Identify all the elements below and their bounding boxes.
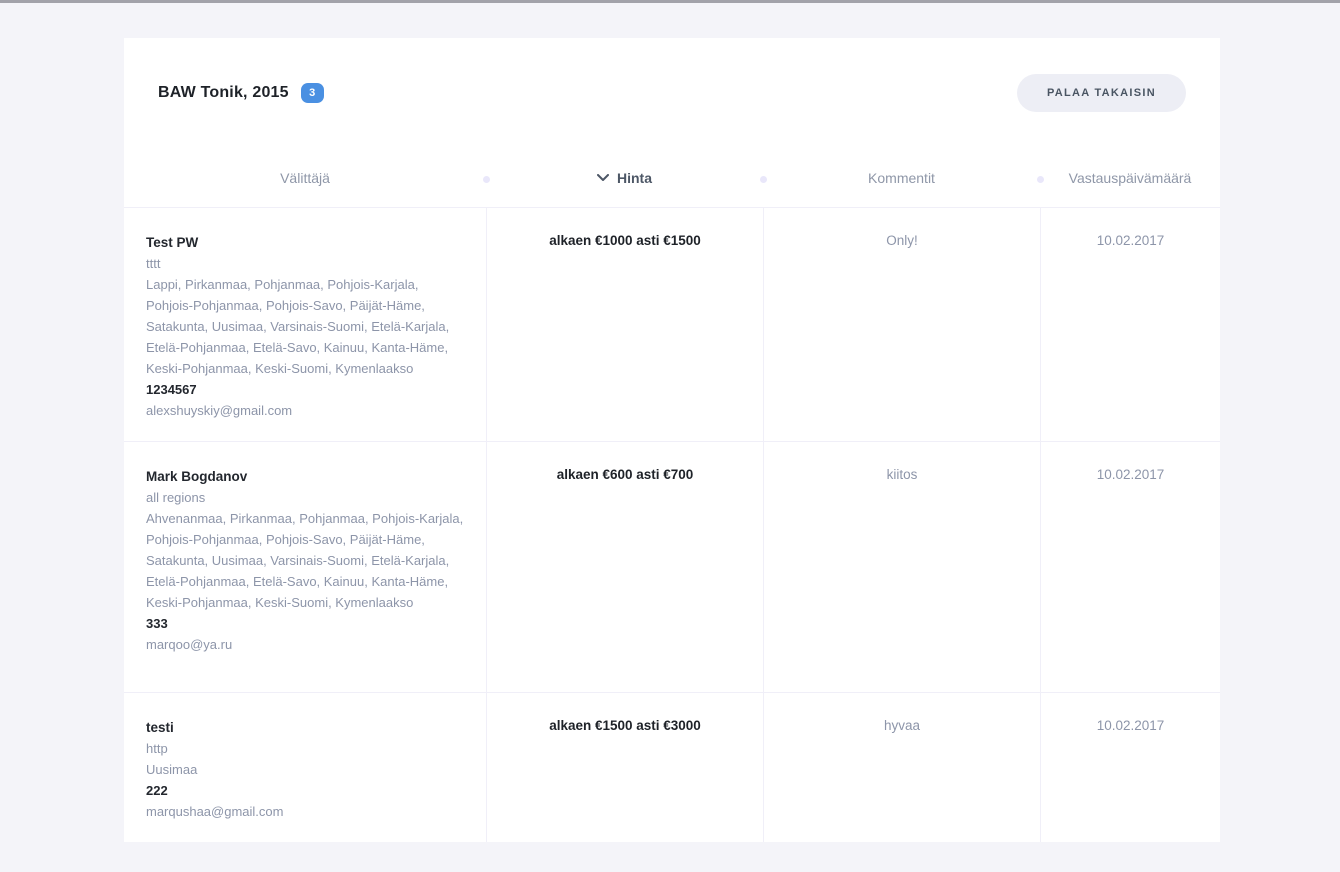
comment-cell: kiitos	[763, 442, 1040, 692]
date-cell: 10.02.2017	[1040, 442, 1220, 692]
card-header: BAW Tonik, 2015 3 PALAA TAKAISIN	[124, 38, 1220, 148]
broker-email: alexshuyskiy@gmail.com	[146, 403, 293, 418]
broker-cell: Mark Bogdanov all regions Ahvenanmaa, Pi…	[124, 442, 486, 692]
broker-regions: Ahvenanmaa, Pirkanmaa, Pohjanmaa, Pohjoi…	[146, 511, 464, 610]
back-button[interactable]: PALAA TAKAISIN	[1016, 74, 1186, 112]
chevron-down-icon	[597, 173, 609, 182]
broker-phone: 1234567	[146, 382, 197, 397]
column-header-label: Kommentit	[868, 169, 935, 186]
table-header-row: Välittäjä Hinta Kommentit Vastauspäivämä…	[124, 148, 1220, 208]
comment-cell: hyvaa	[763, 693, 1040, 842]
price-value: alkaen €1000 asti €1500	[549, 233, 701, 248]
broker-description: tttt	[146, 256, 161, 271]
column-header-hinta[interactable]: Hinta	[486, 170, 763, 186]
broker-name: Mark Bogdanov	[146, 469, 248, 484]
date-value: 10.02.2017	[1096, 233, 1165, 248]
broker-cell: Test PW tttt Lappi, Pirkanmaa, Pohjanmaa…	[124, 208, 486, 441]
table-row: testi http Uusimaa 222 marqushaa@gmail.c…	[124, 692, 1220, 842]
comment-value: hyvaa	[883, 718, 921, 733]
table-row: Test PW tttt Lappi, Pirkanmaa, Pohjanmaa…	[124, 208, 1220, 441]
column-header-label: Vastauspäivämäärä	[1068, 169, 1192, 186]
column-header-kommentit[interactable]: Kommentit	[763, 170, 1040, 186]
date-value: 10.02.2017	[1096, 718, 1165, 733]
broker-phone: 222	[146, 783, 168, 798]
table-row: Mark Bogdanov all regions Ahvenanmaa, Pi…	[124, 441, 1220, 692]
column-header-label: Hinta	[617, 169, 652, 186]
title-wrap: BAW Tonik, 2015 3	[158, 83, 324, 103]
comment-value: kiitos	[886, 467, 918, 482]
price-value: alkaen €1500 asti €3000	[549, 718, 701, 733]
date-value: 10.02.2017	[1096, 467, 1165, 482]
price-value: alkaen €600 asti €700	[556, 467, 694, 482]
results-card: BAW Tonik, 2015 3 PALAA TAKAISIN Välittä…	[124, 38, 1220, 842]
broker-regions: Lappi, Pirkanmaa, Pohjanmaa, Pohjois-Kar…	[146, 277, 450, 376]
broker-name: testi	[146, 720, 174, 735]
broker-regions: Uusimaa	[146, 762, 198, 777]
broker-name: Test PW	[146, 235, 199, 250]
page-title: BAW Tonik, 2015	[158, 84, 289, 101]
price-cell: alkaen €1500 asti €3000	[486, 693, 763, 842]
column-header-vastauspaivamaara[interactable]: Vastauspäivämäärä	[1040, 170, 1220, 186]
broker-cell: testi http Uusimaa 222 marqushaa@gmail.c…	[124, 693, 486, 842]
broker-email: marqoo@ya.ru	[146, 637, 233, 652]
price-cell: alkaen €600 asti €700	[486, 442, 763, 692]
broker-phone: 333	[146, 616, 168, 631]
column-separator-dot	[760, 176, 767, 183]
column-separator-dot	[483, 176, 490, 183]
broker-description: all regions	[146, 490, 206, 505]
comment-value: Only!	[886, 233, 918, 248]
broker-email: marqushaa@gmail.com	[146, 804, 284, 819]
column-header-label: Välittäjä	[280, 169, 330, 186]
comment-cell: Only!	[763, 208, 1040, 441]
broker-description: http	[146, 741, 168, 756]
column-header-valittaja[interactable]: Välittäjä	[124, 170, 486, 186]
window-top-strip	[0, 0, 1340, 3]
count-badge: 3	[300, 83, 324, 103]
price-cell: alkaen €1000 asti €1500	[486, 208, 763, 441]
date-cell: 10.02.2017	[1040, 208, 1220, 441]
column-separator-dot	[1037, 176, 1044, 183]
date-cell: 10.02.2017	[1040, 693, 1220, 842]
